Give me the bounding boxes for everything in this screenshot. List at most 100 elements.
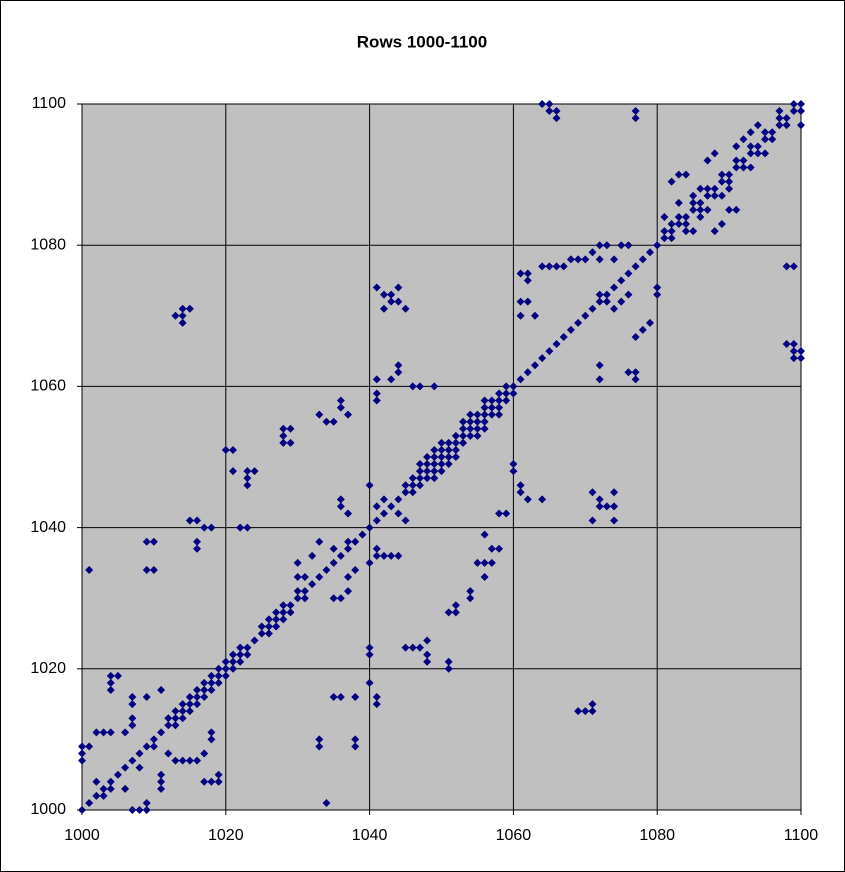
point	[193, 537, 202, 546]
point	[588, 707, 597, 716]
point	[516, 311, 525, 320]
point	[725, 177, 734, 186]
point	[257, 629, 266, 638]
point	[157, 770, 166, 779]
point	[732, 163, 741, 172]
point	[336, 551, 345, 560]
point	[121, 763, 130, 772]
point	[797, 100, 805, 108]
point	[142, 565, 151, 574]
point	[610, 255, 619, 264]
point	[451, 608, 460, 617]
x-tick-label: 1000	[64, 827, 100, 844]
point	[459, 417, 468, 426]
point	[646, 248, 655, 257]
point	[739, 156, 748, 165]
point	[552, 114, 561, 123]
point	[279, 608, 288, 617]
point	[566, 255, 575, 264]
point	[351, 537, 360, 546]
point	[200, 693, 209, 702]
point	[207, 728, 216, 737]
point	[451, 445, 460, 454]
point	[775, 114, 784, 123]
point	[128, 714, 137, 723]
point	[243, 474, 252, 483]
point	[746, 128, 755, 137]
point	[336, 396, 345, 405]
point	[638, 325, 647, 334]
point	[710, 191, 719, 200]
point	[545, 347, 554, 356]
point	[322, 417, 331, 426]
point	[631, 107, 640, 116]
point	[315, 537, 324, 546]
point	[617, 297, 626, 306]
point	[495, 509, 504, 518]
point	[487, 410, 496, 419]
point	[768, 135, 777, 144]
point	[430, 467, 439, 476]
point	[516, 297, 525, 306]
point	[300, 587, 309, 596]
point	[85, 798, 94, 807]
point	[739, 163, 748, 172]
point	[106, 728, 115, 737]
point	[415, 643, 424, 652]
point	[502, 396, 511, 405]
point	[372, 502, 381, 511]
point	[401, 304, 410, 313]
point	[631, 375, 640, 384]
point	[430, 445, 439, 454]
point	[631, 114, 640, 123]
point	[329, 693, 338, 702]
point	[164, 714, 173, 723]
point	[221, 664, 230, 673]
point	[466, 431, 475, 440]
point	[415, 460, 424, 469]
point	[171, 311, 180, 320]
point	[487, 396, 496, 405]
point	[379, 495, 388, 504]
point	[387, 290, 396, 299]
point	[142, 537, 151, 546]
y-tick-label: 1040	[30, 519, 66, 536]
point	[480, 424, 489, 433]
point	[279, 431, 288, 440]
point	[703, 205, 712, 214]
point	[595, 297, 604, 306]
point	[725, 205, 734, 214]
point	[775, 107, 784, 116]
x-tick-label: 1080	[639, 827, 675, 844]
point	[200, 678, 209, 687]
point	[394, 361, 403, 370]
point	[466, 424, 475, 433]
point	[394, 495, 403, 504]
point	[113, 671, 122, 680]
point	[610, 488, 619, 497]
point	[797, 121, 805, 130]
point	[516, 269, 525, 278]
point	[336, 693, 345, 702]
point	[178, 714, 187, 723]
point	[595, 290, 604, 299]
point	[128, 806, 137, 814]
point	[279, 424, 288, 433]
point	[523, 495, 532, 504]
point	[365, 481, 374, 490]
point	[415, 382, 424, 391]
point	[379, 290, 388, 299]
point	[797, 347, 805, 356]
point	[106, 784, 115, 793]
point	[243, 523, 252, 532]
point	[423, 460, 432, 469]
point	[638, 255, 647, 264]
point	[523, 297, 532, 306]
point	[106, 671, 115, 680]
point	[121, 784, 130, 793]
point	[142, 806, 151, 814]
point	[459, 424, 468, 433]
point	[581, 311, 590, 320]
point	[480, 417, 489, 426]
point	[257, 622, 266, 631]
